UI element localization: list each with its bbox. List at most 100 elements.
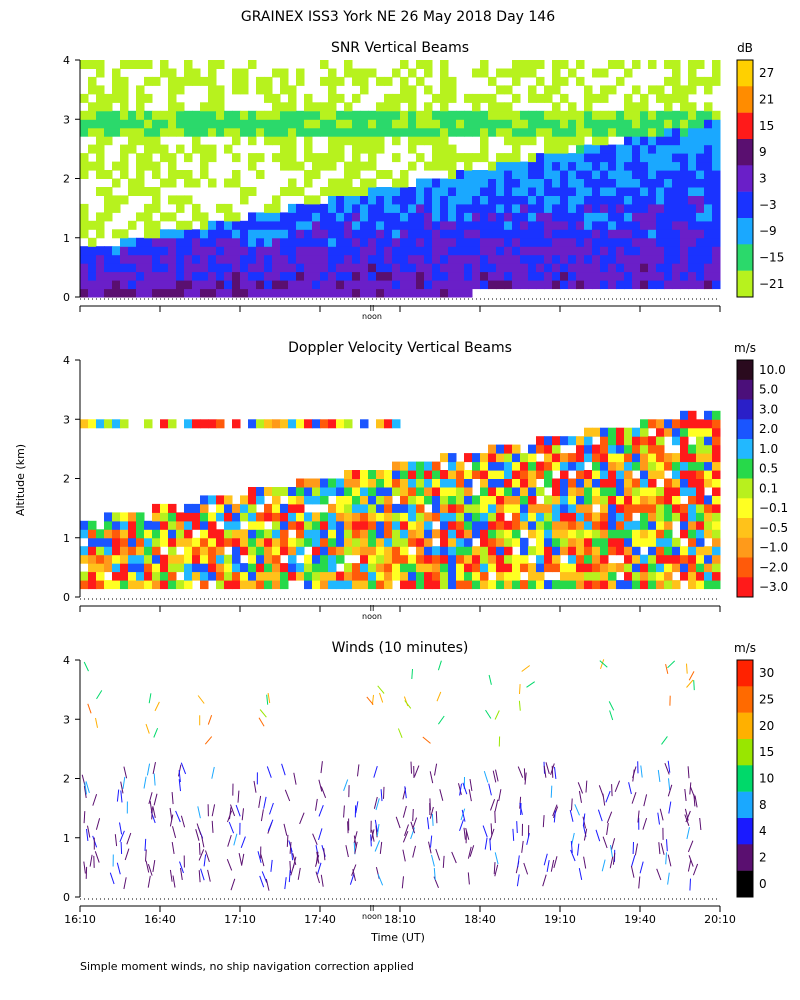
snr-cell bbox=[136, 93, 145, 103]
doppler-cell bbox=[376, 512, 385, 522]
doppler-cell bbox=[616, 444, 625, 454]
snr-cell bbox=[528, 271, 537, 281]
snr-cell bbox=[640, 136, 649, 146]
wind-barb bbox=[226, 859, 233, 871]
snr-cell bbox=[144, 246, 153, 256]
panel-title: Doppler Velocity Vertical Beams bbox=[288, 340, 512, 356]
colorbar-label: 2 bbox=[759, 851, 767, 865]
snr-cell bbox=[296, 187, 305, 196]
doppler-cell bbox=[544, 436, 553, 446]
snr-cell bbox=[328, 263, 337, 273]
snr-cell bbox=[424, 85, 433, 95]
doppler-cell bbox=[184, 537, 193, 547]
snr-cell bbox=[176, 85, 185, 95]
snr-cell bbox=[672, 144, 681, 154]
doppler-cell bbox=[360, 512, 369, 522]
snr-cell bbox=[296, 271, 305, 281]
snr-cell bbox=[600, 178, 609, 188]
doppler-cell bbox=[296, 546, 305, 556]
snr-cell bbox=[232, 85, 241, 95]
snr-cell bbox=[528, 127, 537, 137]
snr-cell bbox=[152, 76, 161, 86]
snr-cell bbox=[416, 212, 425, 222]
snr-cell bbox=[328, 237, 337, 247]
snr-cell bbox=[448, 119, 457, 129]
snr-cell bbox=[624, 187, 633, 196]
snr-cell bbox=[640, 187, 649, 196]
doppler-cell bbox=[512, 512, 521, 522]
snr-cell bbox=[152, 254, 161, 264]
doppler-cell bbox=[288, 571, 297, 581]
snr-cell bbox=[616, 271, 625, 281]
snr-cell bbox=[368, 144, 377, 154]
doppler-cell bbox=[544, 563, 553, 573]
doppler-cell bbox=[656, 503, 665, 513]
snr-cell bbox=[408, 220, 417, 230]
doppler-cell bbox=[488, 503, 497, 513]
snr-cell bbox=[576, 76, 585, 86]
snr-cell bbox=[184, 119, 193, 129]
snr-cell bbox=[392, 187, 401, 196]
doppler-cell bbox=[648, 563, 657, 573]
doppler-cell bbox=[696, 495, 705, 505]
snr-cell bbox=[280, 144, 289, 154]
snr-cell bbox=[368, 288, 377, 298]
snr-cell bbox=[696, 187, 705, 196]
doppler-cell bbox=[184, 503, 193, 513]
snr-cell bbox=[632, 144, 641, 154]
doppler-cell bbox=[496, 537, 505, 547]
doppler-cell bbox=[448, 512, 457, 522]
doppler-cell bbox=[544, 503, 553, 513]
snr-cell bbox=[552, 254, 561, 264]
snr-cell bbox=[264, 254, 273, 264]
snr-cell bbox=[432, 119, 441, 129]
snr-cell bbox=[680, 220, 689, 230]
snr-cell bbox=[560, 110, 569, 120]
snr-cell bbox=[560, 93, 569, 103]
doppler-cell bbox=[400, 571, 409, 581]
snr-cell bbox=[392, 119, 401, 129]
snr-cell bbox=[640, 280, 649, 290]
snr-cell bbox=[680, 93, 689, 103]
wind-barb bbox=[320, 874, 324, 887]
snr-cell bbox=[304, 178, 313, 188]
snr-cell bbox=[552, 195, 561, 205]
doppler-cell bbox=[400, 461, 409, 471]
snr-cell bbox=[664, 170, 673, 179]
snr-cell bbox=[216, 280, 225, 290]
doppler-cell bbox=[184, 554, 193, 564]
doppler-cell bbox=[520, 495, 529, 505]
snr-cell bbox=[392, 110, 401, 120]
snr-cell bbox=[408, 93, 417, 103]
wind-barb bbox=[578, 868, 583, 880]
snr-cell bbox=[608, 203, 617, 213]
wind-barb bbox=[482, 825, 488, 838]
wind-barb bbox=[494, 852, 499, 865]
snr-cell bbox=[600, 212, 609, 222]
snr-cell bbox=[176, 110, 185, 120]
snr-cell bbox=[536, 76, 545, 86]
snr-cell bbox=[136, 178, 145, 188]
wind-barb bbox=[211, 766, 215, 779]
snr-cell bbox=[280, 212, 289, 222]
snr-cell bbox=[448, 178, 457, 188]
doppler-cell bbox=[632, 444, 641, 454]
snr-cell bbox=[312, 212, 321, 222]
wind-barb bbox=[253, 780, 257, 793]
colorbar-swatch bbox=[737, 818, 753, 845]
wind-barb bbox=[357, 764, 360, 777]
doppler-cell bbox=[568, 478, 577, 488]
snr-cell bbox=[96, 127, 105, 137]
wind-barb bbox=[318, 779, 323, 792]
colorbar-label: 8 bbox=[759, 798, 767, 812]
snr-cell bbox=[120, 170, 129, 179]
wind-barb bbox=[179, 861, 184, 874]
snr-cell bbox=[592, 136, 601, 146]
snr-cell bbox=[680, 153, 689, 163]
doppler-cell bbox=[624, 461, 633, 471]
doppler-cell bbox=[560, 470, 569, 479]
snr-cell bbox=[312, 246, 321, 256]
doppler-cell bbox=[384, 478, 393, 488]
snr-cell bbox=[632, 246, 641, 256]
